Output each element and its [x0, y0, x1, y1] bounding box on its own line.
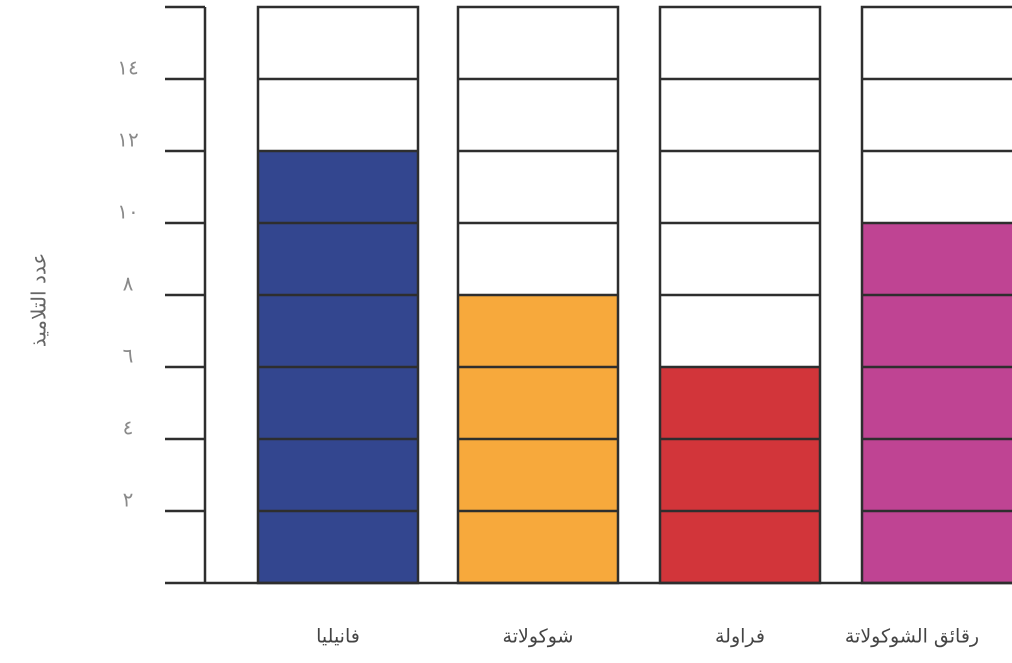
x-tick-label: فراولة	[715, 626, 765, 648]
x-tick-label: رقائق الشوكولاتة	[845, 626, 979, 648]
y-tick-label: ١٤	[117, 56, 138, 80]
x-tick-label: فانيليا	[316, 626, 360, 648]
y-tick-label: ١٠	[117, 200, 138, 224]
y-tick-label: ٢	[123, 488, 134, 512]
bar	[660, 367, 820, 583]
y-tick-label: ١٢	[117, 128, 138, 152]
y-axis-label: عدد التلاميذ	[27, 253, 51, 348]
x-tick-label: شوكولاتة	[503, 626, 574, 648]
y-tick-label: ٦	[123, 344, 134, 368]
y-tick-label: ٤	[123, 416, 134, 440]
y-tick-label: ٨	[123, 272, 134, 296]
bar	[862, 223, 1012, 583]
